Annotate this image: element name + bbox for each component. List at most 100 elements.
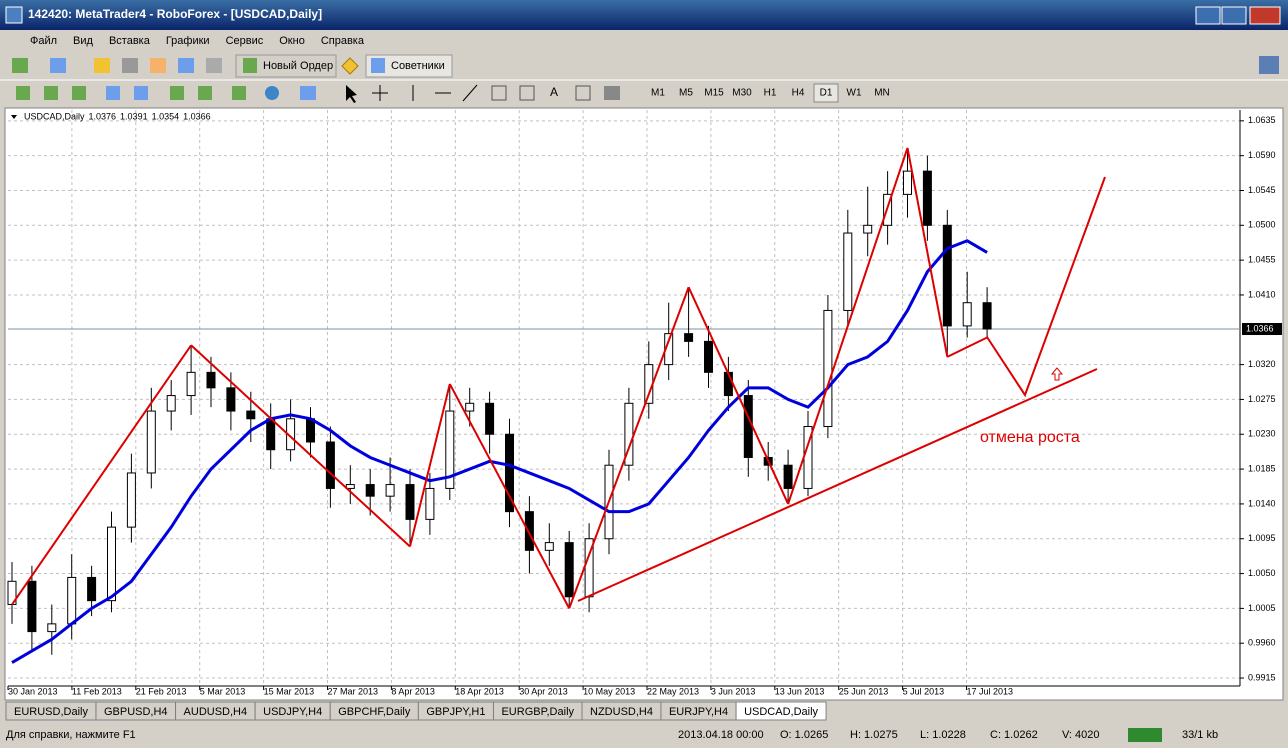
chart-tab-label[interactable]: GBPCHF,Daily: [338, 706, 411, 718]
timeframe-button[interactable]: M15: [704, 88, 724, 99]
candle-body: [465, 402, 475, 412]
side-icon[interactable]: [1259, 56, 1279, 74]
icon[interactable]: [491, 85, 507, 101]
icon[interactable]: [198, 86, 212, 100]
candle-body: [87, 576, 97, 602]
candle-body: [783, 464, 793, 489]
candle-body: [445, 410, 455, 489]
candle-body: [843, 232, 853, 311]
timeframe-button[interactable]: H4: [792, 88, 805, 99]
x-tick-label: 8 Apr 2013: [391, 686, 435, 696]
icon[interactable]: [16, 86, 30, 100]
x-tick-label: 3 Jun 2013: [711, 686, 756, 696]
candle-body: [863, 224, 873, 234]
chart-tab-label[interactable]: GBPJPY,H1: [426, 706, 485, 718]
icon[interactable]: [265, 86, 279, 100]
icon[interactable]: [341, 57, 359, 75]
icon[interactable]: [206, 58, 222, 73]
new-order-button[interactable]: [235, 54, 337, 78]
timeframe-button[interactable]: D1: [820, 88, 833, 99]
chart-info: 1.0366: [183, 111, 211, 121]
chart-tab-label[interactable]: AUDUSD,H4: [184, 706, 248, 718]
new-order-label[interactable]: Новый Ордер: [263, 60, 333, 72]
menu-item[interactable]: Сервис: [226, 35, 264, 47]
chart-info: 1.0354: [152, 111, 180, 121]
candle-body: [942, 224, 952, 327]
experts-label[interactable]: Советники: [391, 60, 445, 72]
icon[interactable]: [50, 58, 66, 73]
maximize-button[interactable]: [1221, 6, 1247, 25]
candle-body: [266, 418, 276, 451]
connection-indicator: [1128, 728, 1162, 742]
menu-item[interactable]: Вид: [73, 35, 93, 47]
close-button[interactable]: [1249, 6, 1281, 25]
icon[interactable]: [72, 86, 86, 100]
title-bar: [0, 0, 1288, 30]
x-tick-label: 27 Mar 2013: [328, 686, 379, 696]
chart-tab-label[interactable]: EURGBP,Daily: [501, 706, 574, 718]
zigzag-segment: [11, 344, 192, 606]
candle-body: [425, 487, 435, 520]
timeframe-button[interactable]: M30: [732, 88, 752, 99]
x-tick-label: 21 Feb 2013: [136, 686, 187, 696]
timeframe-button[interactable]: M5: [679, 88, 693, 99]
icon[interactable]: [44, 86, 58, 100]
menu-item[interactable]: Файл: [30, 35, 57, 47]
icon[interactable]: [232, 86, 246, 100]
y-tick-label: 1.0500: [1248, 220, 1276, 230]
menu-item[interactable]: Окно: [279, 35, 305, 47]
chart-tab-label[interactable]: GBPUSD,H4: [104, 706, 168, 718]
crosshair-icon[interactable]: [372, 85, 388, 101]
menu-item[interactable]: Справка: [321, 35, 365, 47]
candle-body: [325, 441, 335, 489]
status-help: Для справки, нажмите F1: [6, 729, 136, 741]
minimize-button[interactable]: [1195, 6, 1221, 25]
icon[interactable]: [150, 58, 166, 73]
chart-tab-label[interactable]: EURJPY,H4: [669, 706, 728, 718]
chart-tab-label[interactable]: USDCAD,Daily: [744, 706, 818, 718]
icon[interactable]: [604, 86, 620, 100]
y-tick-label: 1.0455: [1248, 255, 1276, 265]
candle-body: [524, 511, 534, 551]
candle-body: [405, 484, 415, 520]
menu-bar: [0, 30, 1288, 52]
experts-button[interactable]: [365, 54, 453, 78]
icon[interactable]: [94, 58, 110, 73]
icon[interactable]: [106, 86, 120, 100]
chart-window: [4, 107, 1284, 701]
icon[interactable]: [134, 86, 148, 100]
chart-tab[interactable]: [735, 701, 827, 721]
icon[interactable]: [12, 58, 28, 73]
icon[interactable]: [122, 58, 138, 73]
y-tick-label: 1.0230: [1248, 429, 1276, 439]
candle-body: [823, 309, 833, 428]
icon[interactable]: [519, 85, 535, 101]
icon[interactable]: [170, 86, 184, 100]
chart-tab-label[interactable]: NZDUSD,H4: [590, 706, 653, 718]
y-tick-label: 0.9960: [1248, 638, 1276, 648]
timeframe-button[interactable]: MN: [874, 88, 890, 99]
text-tool[interactable]: A: [550, 85, 558, 99]
candle-body: [982, 302, 992, 330]
timeframe-button[interactable]: M1: [651, 88, 665, 99]
cursor-icon[interactable]: [346, 85, 357, 103]
y-tick-label: 1.0545: [1248, 185, 1276, 195]
x-tick-label: 18 Apr 2013: [455, 686, 504, 696]
zigzag-segment: [448, 383, 571, 609]
menu-item[interactable]: Вставка: [109, 35, 151, 47]
zigzag-segment: [946, 336, 988, 358]
icon[interactable]: [178, 58, 194, 73]
trend-icon[interactable]: [462, 84, 478, 102]
timeframe-button[interactable]: W1: [847, 88, 862, 99]
chart-tab-label[interactable]: USDJPY,H4: [263, 706, 322, 718]
icon[interactable]: [300, 86, 316, 100]
moving-average: [11, 239, 988, 664]
menu-item[interactable]: Графики: [166, 35, 210, 47]
candle-body: [485, 402, 495, 435]
y-tick-label: 1.0185: [1248, 463, 1276, 473]
chart-tab-label[interactable]: EURUSD,Daily: [14, 706, 88, 718]
window-buttons[interactable]: [1195, 6, 1281, 25]
icon[interactable]: [575, 85, 591, 101]
timeframe-button[interactable]: H1: [764, 88, 777, 99]
y-tick-label: 0.9915: [1248, 672, 1276, 682]
